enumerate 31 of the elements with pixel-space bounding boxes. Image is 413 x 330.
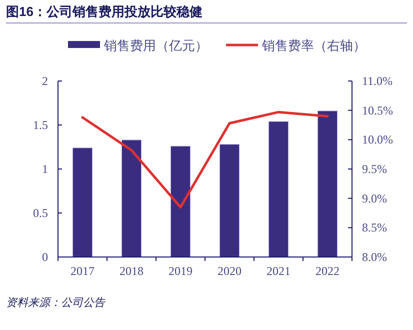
y-tick-label: 0 [42,250,48,264]
bar [121,140,142,258]
y2-tick-label: 10.5% [362,103,393,118]
y2-tick-label: 10.0% [362,132,393,147]
x-tick-label: 2020 [218,264,242,278]
y2-tick-label: 8.0% [362,250,387,264]
legend-销售费用（亿元）: 销售费用（亿元） [68,38,208,53]
y-tick-label: 2 [42,74,48,88]
y2-tick-label: 9.5% [362,162,387,176]
chart-title: 图16：公司销售费用投放比较稳健 [6,4,202,19]
bar [317,110,338,258]
bar [72,148,93,258]
line-series [81,110,329,208]
y2-tick-label: 11.0% [362,74,393,88]
bar [268,121,289,258]
y-tick-label: 1.5 [33,118,48,132]
x-tick-label: 2021 [266,264,290,278]
legend-label: 销售费用（亿元） [103,38,208,53]
y2-tick-label: 9.0% [362,191,387,206]
y-tick-label: 0.5 [33,206,48,220]
x-tick-label: 2017 [70,264,94,278]
bar [219,144,240,258]
x-tick-label: 2022 [316,264,340,278]
legend-label: 销售费率（右轴） [261,38,366,53]
legend-销售费率（右轴）: 销售费率（右轴） [226,38,366,53]
x-tick-label: 2019 [168,264,192,278]
bar [170,146,191,258]
x-tick-label: 2018 [120,264,144,278]
text: 资料来源：公司公告 [6,296,106,309]
y2-tick-label: 8.5% [362,220,387,235]
y-tick-label: 1 [42,162,48,176]
